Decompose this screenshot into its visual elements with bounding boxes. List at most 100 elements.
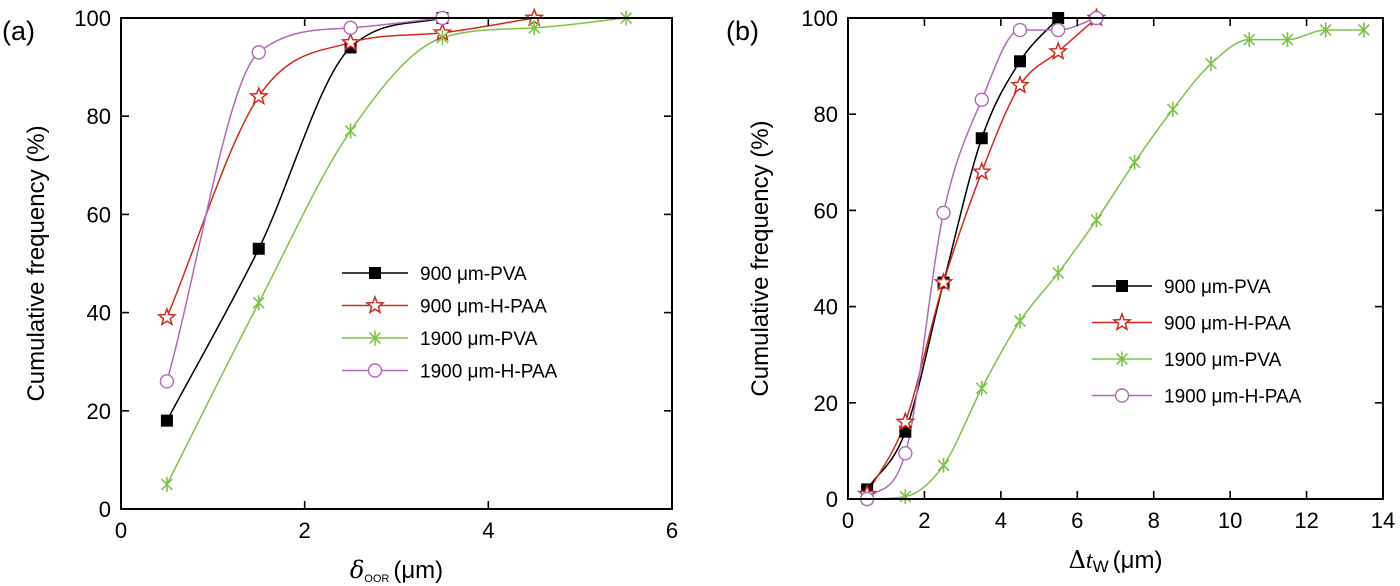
series-line-2 (166, 18, 535, 318)
legend: 900 μm-PVA 900 μm-H-PAA 1900 μm-PVA 1900 μm… (1092, 277, 1302, 408)
data-point (160, 414, 173, 427)
y-tick-label: 40 (814, 295, 838, 320)
x-axis-subscript: W (1093, 557, 1109, 576)
marker-stroke (436, 31, 449, 44)
series-markers-4 (859, 10, 1104, 507)
legend-marker (1111, 311, 1133, 332)
data-point (1012, 22, 1028, 38)
data-point (344, 123, 357, 139)
series-line-3 (867, 29, 1364, 499)
legend-marker (1114, 388, 1130, 403)
plot-area (166, 18, 627, 485)
data-point (251, 45, 266, 60)
data-point (1009, 74, 1031, 94)
data-point (1013, 55, 1026, 68)
series-line-3 (166, 18, 627, 485)
x-tick-label: 0 (115, 518, 127, 543)
plot-frame (847, 17, 1384, 500)
data-point (937, 457, 950, 473)
marker-stroke (1128, 156, 1141, 169)
data-point (975, 132, 988, 145)
x-tick-label: 10 (1218, 508, 1242, 533)
legend: 900 μm-PVA 900 μm-H-PAA 1900 μm-PVA 1900 μm… (342, 264, 558, 383)
legend-marker (364, 294, 386, 315)
data-point (340, 31, 361, 52)
marker-stroke (1116, 353, 1128, 365)
data-point (899, 425, 912, 438)
marker-stroke (528, 21, 541, 34)
x-tick-label: 12 (1294, 508, 1318, 533)
marker-stroke (1205, 57, 1218, 70)
data-point (436, 30, 449, 46)
legend-item: 900 μm-H-PAA (342, 294, 547, 318)
series-line-4 (166, 18, 443, 382)
legend-marker (369, 330, 381, 346)
legend-marker (1116, 280, 1128, 292)
data-point (974, 92, 989, 107)
data-point (1357, 22, 1370, 38)
data-point (1013, 313, 1026, 329)
series-markers-1 (861, 12, 1065, 496)
legend-item: 900 μm-PVA (1092, 277, 1271, 298)
x-tick-label: 2 (299, 518, 311, 543)
marker-stroke (160, 478, 173, 491)
y-tick-label: 20 (814, 391, 838, 416)
legend-item: 1900 μm-PVA (1092, 350, 1282, 371)
marker-stroke (1052, 266, 1065, 279)
marker-stroke (1090, 214, 1103, 226)
legend-label: 900 μm-PVA (1164, 277, 1271, 298)
data-point (1166, 101, 1179, 117)
legend-label: 900 μm-PVA (420, 264, 527, 285)
data-point (252, 242, 265, 255)
data-point (895, 411, 916, 431)
series-line-1 (166, 18, 443, 421)
x-tick-label: 0 (842, 508, 854, 533)
legend-label: 1900 μm-H-PAA (1164, 387, 1302, 408)
series-line-1 (866, 18, 1059, 490)
x-axis-subscript: OOR (364, 573, 389, 585)
data-point (1052, 265, 1065, 281)
legend-item: 1900 μm-PVA (342, 329, 538, 350)
y-tick-label: 60 (87, 202, 111, 227)
x-axis-unit: (μm) (393, 557, 443, 584)
legend-label: 1900 μm-PVA (1164, 350, 1282, 371)
marker-stroke (1166, 103, 1179, 116)
legend-label: 1900 μm-H-PAA (420, 362, 558, 383)
data-point (936, 205, 951, 221)
data-point (1319, 22, 1332, 38)
marker-stroke (975, 382, 988, 395)
data-point (975, 380, 988, 396)
marker-stroke (369, 332, 381, 344)
x-axis-symbol-var: t (1086, 548, 1094, 574)
y-tick-label: 40 (87, 301, 111, 326)
marker-stroke (1281, 33, 1294, 46)
marker-stroke (1319, 24, 1332, 36)
data-point (1281, 32, 1294, 48)
x-tick-label: 2 (918, 508, 930, 533)
series-markers-3 (861, 22, 1370, 507)
series-markers-3 (160, 10, 633, 492)
x-axis-title: ΔtW (μm) (1069, 546, 1163, 576)
data-point (898, 446, 913, 461)
legend-item: 1900 μm-H-PAA (342, 362, 558, 383)
panel-label: (a) (2, 16, 35, 46)
marker-stroke (899, 490, 912, 503)
chart-panel-b: 0 2 4 6 8 10 12 14 0 20 40 60 80 100 (b) Cumulative fre… (726, 6, 1395, 576)
y-tick-label: 0 (826, 487, 838, 512)
legend-item: 900 μm-PVA (342, 264, 527, 285)
data-point (528, 20, 541, 36)
y-tick-label: 20 (87, 399, 111, 424)
data-point (1048, 41, 1069, 61)
y-tick-label: 60 (814, 198, 838, 223)
y-tick-label: 100 (74, 6, 111, 31)
x-tick-label: 4 (995, 508, 1007, 533)
legend-marker (369, 267, 381, 279)
panel-label: (b) (726, 16, 759, 46)
legend-label: 900 μm-H-PAA (1164, 314, 1291, 335)
series-markers-4 (159, 10, 450, 389)
x-axis-title: δOOR (μm) (350, 556, 443, 585)
y-tick-label: 100 (801, 6, 838, 31)
legend-marker (1116, 351, 1128, 367)
legend-label: 1900 μm-PVA (420, 329, 538, 350)
